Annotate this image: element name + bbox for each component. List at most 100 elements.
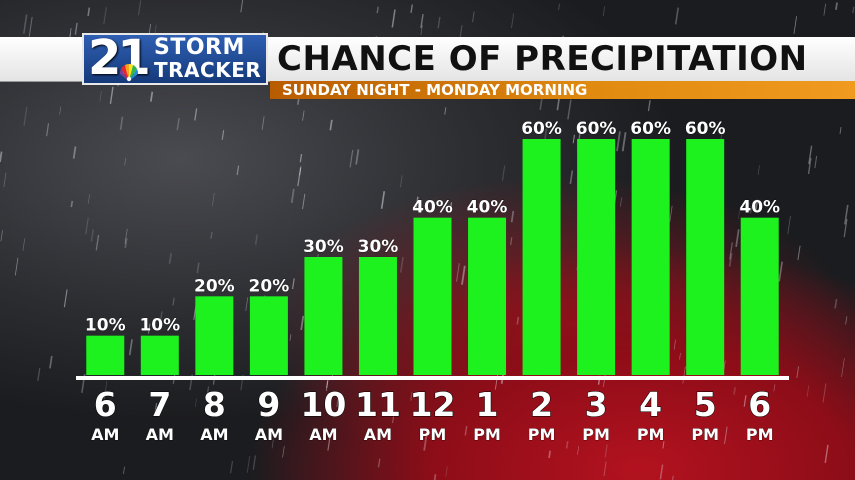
rain-streak [261,116,265,130]
x-tick-period-label: PM [419,425,447,444]
x-tick-hour-label: 4 [639,385,662,424]
rain-streak [254,234,258,245]
logo-line-storm: STORM [154,35,245,60]
rain-streak [376,6,379,14]
rain-streak [472,11,475,23]
rain-streak [822,383,827,403]
bar-value-label: 40% [412,198,453,218]
bar [304,257,343,375]
chart-subtitle: SUNDAY NIGHT - MONDAY MORNING [282,81,588,99]
rain-streak [109,86,114,104]
rain-streak [459,25,463,38]
rain-streak [194,398,197,408]
bar-value-label: 10% [139,316,180,336]
rain-streak [735,229,740,247]
rain-streak [87,7,91,17]
x-tick-hour-label: 6 [748,385,771,424]
rain-streak [841,358,845,378]
rain-streak [544,128,548,140]
rain-streak [194,108,198,121]
rain-streak [49,355,53,369]
x-tick-hour-label: 9 [257,385,280,424]
rain-streak [99,91,102,102]
rain-streak [662,441,665,449]
rain-streak [103,380,108,400]
rain-streak [37,367,41,382]
peacock-icon [119,63,139,82]
rain-streak [749,206,753,214]
bar-value-label: 20% [249,276,290,296]
x-tick-hour-label: 1 [476,385,499,424]
bar-value-label: 30% [303,237,344,257]
x-tick-period-label: PM [691,425,719,444]
rain-streak [22,238,26,251]
rain-streak [464,425,468,436]
x-tick-period-label: PM [637,425,665,444]
rain-streak [212,192,215,207]
rain-streak [349,149,354,168]
x-tick-hour-label: 3 [585,385,608,424]
x-tick-period-label: AM [91,425,119,444]
rain-streak [290,188,295,203]
rain-streak [252,455,257,470]
rain-streak [410,391,413,401]
rain-streak [501,165,506,181]
rain-streak [0,151,3,163]
rain-streak [299,153,303,163]
rain-streak [0,230,3,242]
bar [195,296,234,375]
rain-streak [282,446,285,458]
rain-streak [74,22,78,35]
x-tick-period-label: AM [309,425,337,444]
rain-streak [410,4,413,13]
rain-streak [300,315,305,331]
rain-streak [616,131,621,152]
rain-streak [14,257,19,276]
bar [631,139,670,375]
rain-streak [377,458,381,468]
bar [686,139,725,375]
rain-streak [399,175,403,188]
rain-streak [245,297,249,312]
rain-streak [329,119,333,131]
rain-streak [778,261,783,282]
rain-streak [845,316,848,325]
rain-streak [602,6,606,16]
rain-streak [565,441,569,449]
rain-streak [572,134,575,144]
rain-streak [569,170,574,184]
rain-streak [399,256,404,273]
rain-streak [325,381,329,391]
bar-value-label: 10% [85,316,126,336]
rain-streak [647,100,651,112]
rain-streak [567,99,572,120]
rain-streak [433,474,437,480]
bar-value-label: 60% [521,119,562,139]
bar [522,139,561,375]
rain-streak [437,16,441,29]
rain-streak [793,16,798,34]
rain-streak [23,107,28,126]
rain-streak [63,289,68,308]
bar-value-label: 40% [739,198,780,218]
rain-streak [236,165,240,175]
rain-streak [744,203,747,211]
x-tick-period-label: AM [364,425,392,444]
rain-streak [548,450,551,459]
rain-streak [679,353,681,360]
rain-streak [289,334,292,341]
rain-streak [168,253,172,264]
rain-streak [172,297,175,306]
rain-streak [754,199,759,213]
rain-streak [23,14,28,34]
rain-streak [246,456,251,473]
rain-streak [737,207,741,220]
x-tick-period-label: PM [582,425,610,444]
rain-streak [806,385,810,398]
rain-streak [46,123,50,137]
rain-streak [659,464,664,480]
bar [358,257,397,375]
rain-streak [70,200,74,208]
rain-streak [87,194,90,204]
